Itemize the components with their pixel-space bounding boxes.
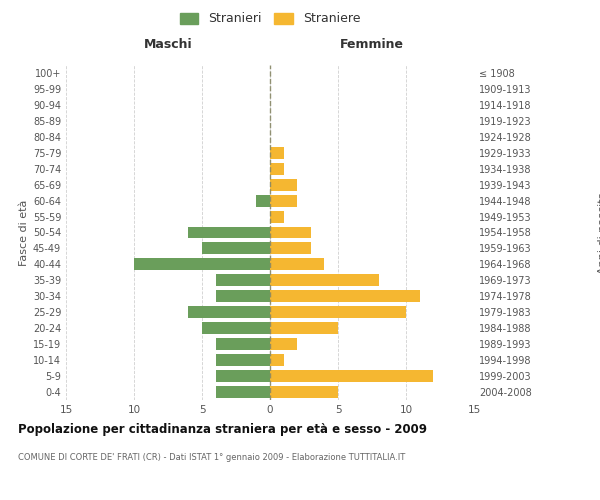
Bar — [215, 386, 270, 398]
Bar — [270, 354, 284, 366]
Y-axis label: Fasce di età: Fasce di età — [19, 200, 29, 266]
Bar — [270, 178, 297, 190]
Bar — [270, 194, 297, 206]
Bar — [270, 242, 311, 254]
Legend: Stranieri, Straniere: Stranieri, Straniere — [176, 8, 364, 29]
Bar — [270, 370, 433, 382]
Bar — [215, 354, 270, 366]
Bar — [270, 210, 284, 222]
Bar — [188, 226, 270, 238]
Bar — [256, 194, 270, 206]
Bar — [270, 290, 419, 302]
Bar — [270, 162, 284, 174]
Bar — [134, 258, 270, 270]
Text: Popolazione per cittadinanza straniera per età e sesso - 2009: Popolazione per cittadinanza straniera p… — [18, 422, 427, 436]
Y-axis label: Anni di nascita: Anni di nascita — [598, 191, 600, 274]
Text: COMUNE DI CORTE DE' FRATI (CR) - Dati ISTAT 1° gennaio 2009 - Elaborazione TUTTI: COMUNE DI CORTE DE' FRATI (CR) - Dati IS… — [18, 452, 405, 462]
Text: Femmine: Femmine — [340, 38, 404, 51]
Text: Maschi: Maschi — [143, 38, 193, 51]
Bar — [270, 258, 325, 270]
Bar — [270, 306, 406, 318]
Bar — [215, 290, 270, 302]
Bar — [215, 338, 270, 350]
Bar — [215, 274, 270, 286]
Bar — [270, 147, 284, 158]
Bar — [202, 322, 270, 334]
Bar — [270, 226, 311, 238]
Bar — [270, 274, 379, 286]
Bar — [215, 370, 270, 382]
Bar — [270, 338, 297, 350]
Bar — [188, 306, 270, 318]
Bar — [270, 386, 338, 398]
Bar — [270, 322, 338, 334]
Bar — [202, 242, 270, 254]
